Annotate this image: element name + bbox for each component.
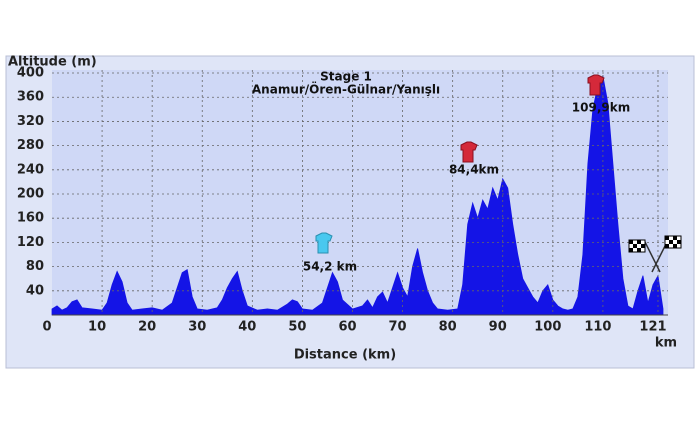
y-tick-label: 160: [17, 211, 44, 226]
climb-label: 109,9km: [572, 101, 630, 115]
y-tick-label: 280: [17, 138, 44, 153]
x-tick-label: 20: [138, 320, 156, 335]
x-axis-label: Distance (km): [294, 348, 396, 363]
plot-area: [52, 70, 668, 315]
x-tick-label: 80: [439, 320, 457, 335]
x-tick-label: 10: [88, 320, 106, 335]
y-tick-label: 120: [17, 235, 44, 250]
stage-route: Anamur/Ören-Gülnar/Yanışlı: [252, 82, 440, 97]
y-tick-label: 40: [26, 283, 44, 298]
y-tick-label: 360: [17, 90, 44, 105]
elevation-area: [51, 74, 664, 316]
y-tick-label: 320: [17, 114, 44, 129]
x-tick-label: 121: [639, 320, 666, 335]
jersey-icon: [315, 74, 605, 254]
x-tick-label: 60: [338, 320, 356, 335]
finish-flags: [628, 235, 682, 273]
y-tick-label: 400: [17, 66, 44, 81]
x-tick-label: 30: [188, 320, 206, 335]
x-tick-label: 50: [288, 320, 306, 335]
climb-label: 84,4km: [449, 163, 499, 177]
x-tick-label: 70: [389, 320, 407, 335]
y-axis-label: Altitude (m): [8, 55, 97, 70]
x-tick-label: 0: [42, 320, 51, 335]
x-tick-label: 100: [534, 320, 561, 335]
x-unit: km: [655, 336, 677, 351]
y-tick-label: 80: [26, 259, 44, 274]
x-tick-label: 40: [238, 320, 256, 335]
stage-title: Stage 1: [320, 70, 372, 84]
sprint-label: 54,2 km: [303, 260, 357, 274]
x-tick-label: 90: [489, 320, 507, 335]
y-tick-label: 240: [17, 162, 44, 177]
x-tick-label: 110: [584, 320, 611, 335]
y-tick-label: 200: [17, 187, 44, 202]
